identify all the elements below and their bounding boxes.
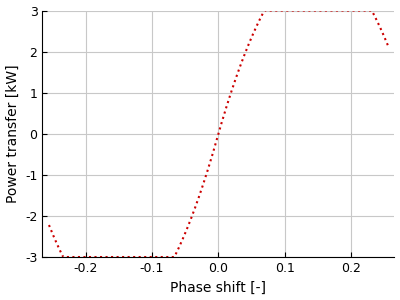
X-axis label: Phase shift [-]: Phase shift [-] [170,280,266,294]
Y-axis label: Power transfer [kW]: Power transfer [kW] [6,64,20,203]
